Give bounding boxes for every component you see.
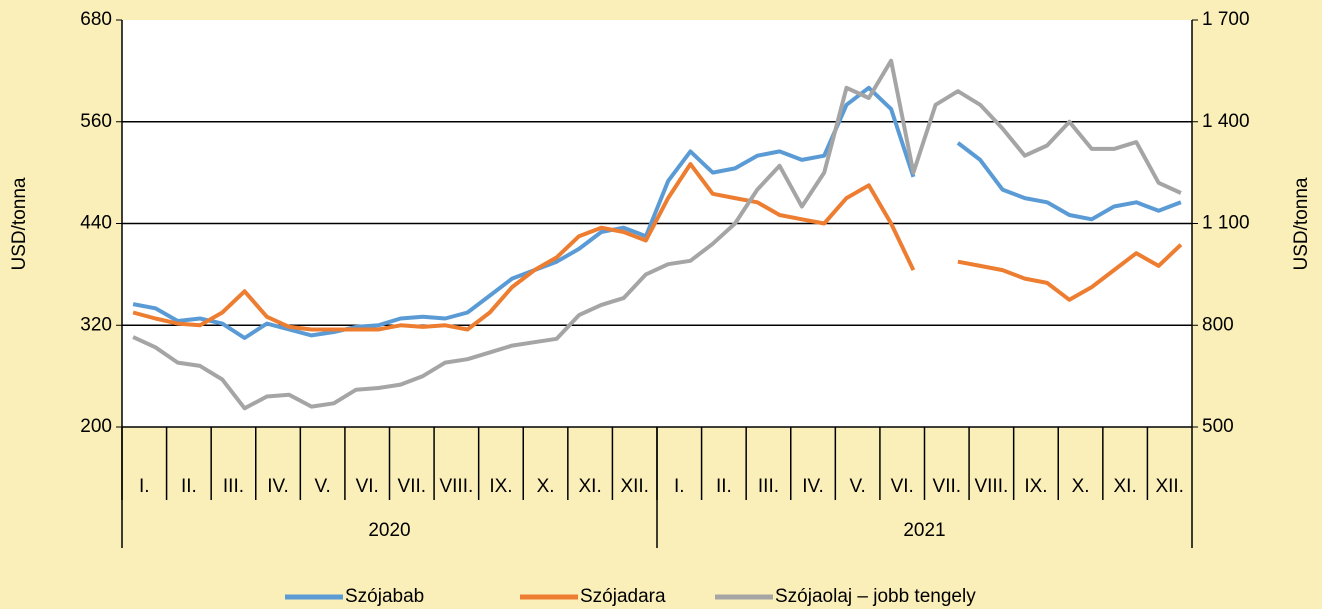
x-tick-label: VII. [933, 476, 962, 497]
series-line [132, 85, 1182, 340]
x-tick-label: XII. [620, 476, 649, 497]
x-tick-label: X. [537, 476, 555, 497]
legend-label: Szójaolaj – jobb tengely [775, 586, 976, 607]
x-tick-label: VIII. [439, 476, 473, 497]
x-tick-label: XI. [579, 476, 602, 497]
series-line [132, 162, 1183, 332]
y2-tick-label: 800 [1202, 314, 1234, 335]
y2-tick-label: 1 700 [1202, 9, 1250, 30]
year-label: 2020 [368, 520, 410, 541]
x-tick-label: II. [181, 476, 197, 497]
y-axis-label: USD/tonna [9, 177, 30, 270]
x-tick-label: IV. [267, 476, 289, 497]
y-tick-label: 440 [80, 213, 112, 234]
x-tick-label: I. [139, 476, 150, 497]
y-tick-label: 320 [80, 314, 112, 335]
x-tick-label: IX. [489, 476, 512, 497]
x-tick-label: VI. [356, 476, 379, 497]
x-tick-label: III. [223, 476, 244, 497]
year-label: 2021 [903, 520, 945, 541]
x-tick-label: VI. [891, 476, 914, 497]
x-tick-label: V. [315, 476, 331, 497]
x-tick-label: I. [674, 476, 685, 497]
y-tick-label: 200 [80, 416, 112, 437]
x-tick-label: IX. [1024, 476, 1047, 497]
x-tick-label: X. [1072, 476, 1090, 497]
series-line [132, 58, 1182, 411]
legend-label: Szójabab [345, 586, 424, 607]
y2-tick-label: 1 400 [1202, 111, 1250, 132]
y2-tick-label: 1 100 [1202, 213, 1250, 234]
y-tick-label: 680 [80, 9, 112, 30]
x-tick-label: XI. [1114, 476, 1137, 497]
x-tick-label: IV. [802, 476, 824, 497]
x-tick-label: XII. [1155, 476, 1184, 497]
x-tick-label: II. [716, 476, 732, 497]
y2-axis-label: USD/tonna [1291, 177, 1312, 270]
x-tick-label: V. [850, 476, 866, 497]
x-tick-label: VIII. [974, 476, 1008, 497]
legend-label: Szójadara [580, 586, 666, 607]
x-tick-label: III. [758, 476, 779, 497]
y2-tick-label: 500 [1202, 416, 1234, 437]
x-tick-label: VII. [398, 476, 427, 497]
y-tick-label: 560 [80, 111, 112, 132]
